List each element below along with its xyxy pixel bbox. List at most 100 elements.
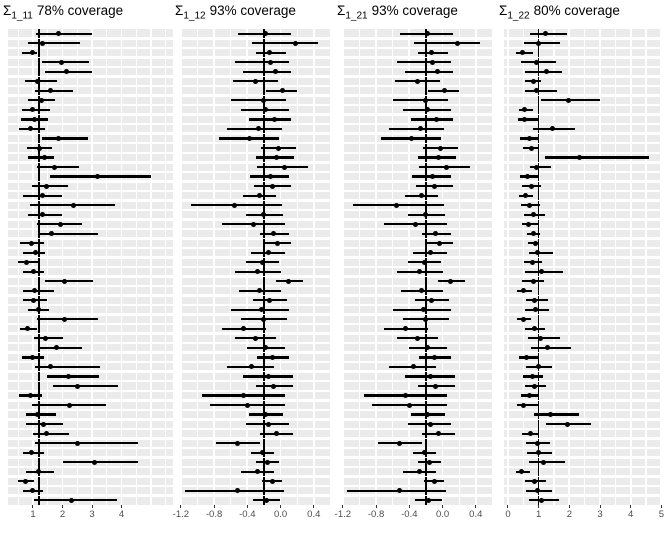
row-stripe-line <box>8 370 173 373</box>
ci-dot <box>273 69 279 75</box>
row-stripe-line <box>504 37 662 40</box>
row-stripe-line <box>8 465 173 469</box>
ci-dot <box>55 31 61 37</box>
row-stripe-line <box>504 351 662 354</box>
ci-dot <box>565 97 571 103</box>
row-stripe-line <box>180 151 330 154</box>
sigma-subscript: 1_12 <box>183 10 206 22</box>
axis-tick <box>442 505 444 508</box>
ci-bar <box>23 289 55 292</box>
axis-tick-label: 5 <box>658 509 664 520</box>
ci-dot <box>47 364 53 370</box>
row-stripe-line <box>180 275 330 278</box>
ci-dot <box>419 288 425 294</box>
row-stripe-line <box>8 199 173 202</box>
coverage-label: 93% coverage <box>371 3 458 18</box>
coverage-label: 78% coverage <box>36 3 124 18</box>
row-stripe-line <box>504 180 662 183</box>
row-stripe-line <box>504 132 662 135</box>
row-stripe-line <box>342 427 492 431</box>
row-stripe-line <box>342 284 492 288</box>
ci-bar <box>53 384 119 388</box>
ci-dot <box>535 40 541 46</box>
gridline-major <box>246 29 249 505</box>
ci-dot <box>522 193 528 199</box>
ci-dot <box>435 69 441 75</box>
row-stripe-line <box>342 75 492 78</box>
ci-dot <box>274 240 280 246</box>
row-stripe-line <box>180 399 330 402</box>
ci-dot <box>436 240 442 246</box>
ref-tick <box>537 467 540 477</box>
ref-tick <box>263 438 265 448</box>
ci-dot <box>31 116 37 122</box>
row-stripe-line <box>180 456 330 459</box>
ci-dot <box>267 297 273 303</box>
row-stripe-line <box>504 75 662 78</box>
ref-tick <box>537 314 540 324</box>
ci-dot <box>536 450 542 456</box>
ci-dot <box>534 488 540 494</box>
gridline-minor <box>106 29 108 505</box>
row-stripe-line <box>342 360 492 364</box>
row-stripe-line <box>8 237 173 240</box>
row-stripe-line <box>8 484 173 488</box>
ci-bar <box>21 108 51 111</box>
ci-dot <box>29 240 35 246</box>
ci-dot <box>49 231 55 237</box>
gridline-minor <box>230 29 232 505</box>
row-stripe-line <box>504 199 662 202</box>
ci-dot <box>431 183 437 189</box>
coverage-label: 93% coverage <box>209 3 296 18</box>
gridline-major <box>408 29 411 505</box>
ci-dot <box>263 497 269 503</box>
row-stripe-line <box>342 399 492 402</box>
ref-tick <box>537 219 540 229</box>
ci-dot <box>427 373 433 379</box>
row-stripe-line <box>342 275 492 278</box>
row-stripe-line <box>8 75 173 78</box>
row-stripe-line <box>504 189 662 193</box>
ci-dot <box>67 402 73 408</box>
ci-dot <box>33 250 39 256</box>
row-stripe-line <box>180 84 330 88</box>
row-stripe-line <box>342 256 492 259</box>
gridline-minor <box>553 29 555 505</box>
row-stripe-line <box>180 370 330 373</box>
ci-dot <box>448 278 454 284</box>
row-stripe-line <box>504 370 662 373</box>
ci-dot <box>62 278 68 284</box>
ci-dot <box>530 259 536 265</box>
ci-dot <box>427 421 433 427</box>
ci-bar <box>25 80 57 83</box>
x-axis: 1 2 3 4 <box>8 505 173 523</box>
row-stripe-line <box>342 199 492 202</box>
ci-dot <box>393 202 399 208</box>
axis-tick <box>121 505 122 508</box>
ref-tick <box>38 276 40 286</box>
row-stripe-line <box>504 265 662 269</box>
ci-dot <box>265 250 271 256</box>
ref-tick <box>38 381 40 391</box>
row-stripe-line <box>504 218 662 221</box>
ci-dot <box>263 345 269 351</box>
ci-dot <box>39 40 45 46</box>
ci-bar <box>34 499 118 502</box>
ci-dot <box>421 259 427 265</box>
axis-tick <box>32 505 34 508</box>
ci-dot <box>430 174 436 180</box>
gridline-major <box>629 29 632 505</box>
gridline-major <box>61 29 64 505</box>
row-stripe-line <box>8 322 173 326</box>
ci-dot <box>244 402 250 408</box>
ci-dot <box>268 59 274 65</box>
row-stripe-line <box>504 208 662 212</box>
ci-bar <box>35 89 74 92</box>
ci-dot <box>254 269 260 275</box>
ci-bar <box>36 165 80 169</box>
axis-tick-label: 0.0 <box>435 509 450 520</box>
row-stripe-line <box>342 351 492 354</box>
gridline-major <box>180 29 182 505</box>
ci-dot <box>545 345 551 351</box>
row-stripe-line <box>342 170 492 174</box>
